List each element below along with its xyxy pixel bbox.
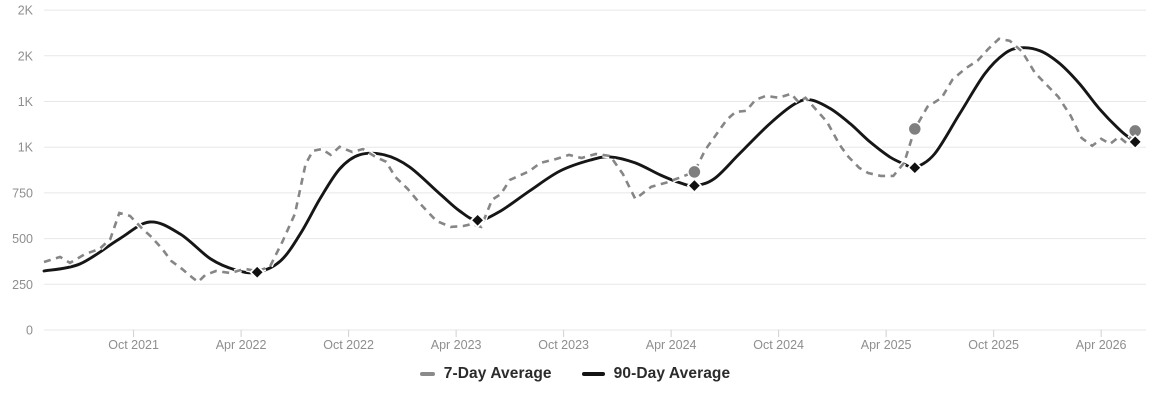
x-axis-label: Oct 2025 <box>968 338 1019 352</box>
y-axis-label: 2K <box>18 4 34 18</box>
circle-marker <box>907 121 923 137</box>
x-axis-label: Apr 2025 <box>861 338 912 352</box>
series-90day-path <box>42 46 1137 275</box>
legend-label-7day: 7-Day Average <box>443 365 552 382</box>
y-axis-label: 1K <box>18 95 34 109</box>
y-axis-label: 2K <box>18 49 34 63</box>
diamond-marker <box>907 160 923 176</box>
x-axis-label: Apr 2026 <box>1076 338 1127 352</box>
diamond-marker <box>686 178 702 194</box>
dashed-line-swatch <box>419 372 435 376</box>
x-axis-label: Oct 2024 <box>753 338 804 352</box>
circle-marker <box>687 164 702 180</box>
diamond-marker <box>470 212 486 228</box>
x-axis-label: Oct 2021 <box>108 338 159 352</box>
y-axis-label: 500 <box>12 232 33 246</box>
y-axis-label: 750 <box>12 186 33 200</box>
x-axis-label: Oct 2023 <box>538 338 589 352</box>
x-axis-label: Apr 2023 <box>431 338 482 352</box>
solid-line-swatch <box>581 372 605 376</box>
y-axis-label: 1K <box>18 141 34 155</box>
y-axis-label: 250 <box>12 278 33 292</box>
plot-area: 0 250 500 750 1K 1K 2K 2K Oct 2021 Apr 2022 Oct 20… <box>12 4 1146 352</box>
legend-item-90day-average[interactable]: 90-Day Average <box>581 365 731 383</box>
diamond-marker <box>249 264 265 280</box>
legend-label-90day: 90-Day Average <box>613 365 731 382</box>
x-axis-label: Oct 2022 <box>323 338 374 352</box>
diamond-marker <box>1127 134 1143 150</box>
legend-item-7day-average[interactable]: 7-Day Average <box>419 365 552 383</box>
y-axis-label: 0 <box>26 324 33 338</box>
x-axis-label: Apr 2024 <box>646 338 697 352</box>
chart-svg: 0 250 500 750 1K 1K 2K 2K Oct 2021 Apr 2022 Oct 20… <box>12 4 1146 352</box>
x-axis-label: Apr 2022 <box>216 338 267 352</box>
legend: 7-Day Average 90-Day Average <box>0 361 1150 387</box>
